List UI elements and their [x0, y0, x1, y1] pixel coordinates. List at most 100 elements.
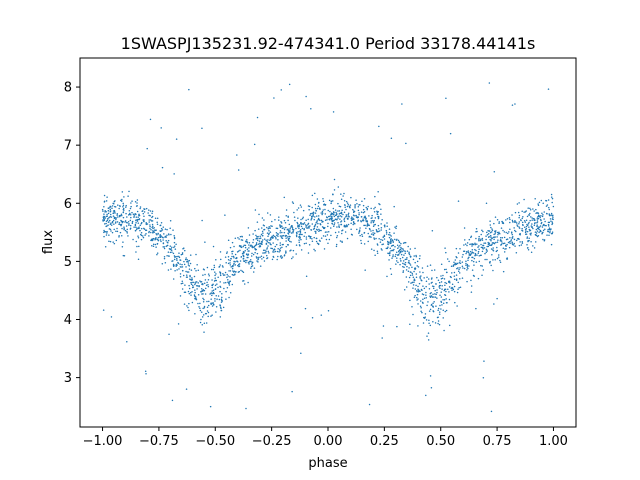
- data-point: [498, 254, 500, 256]
- data-point: [253, 143, 256, 146]
- data-point: [362, 219, 365, 222]
- data-point: [409, 262, 411, 265]
- data-point: [149, 118, 152, 121]
- data-point: [267, 233, 270, 236]
- data-point: [203, 289, 206, 292]
- data-point: [527, 207, 529, 209]
- data-point: [135, 251, 137, 253]
- x-tick-label: 0.00: [314, 434, 343, 449]
- data-point: [482, 230, 484, 233]
- data-point: [227, 262, 230, 265]
- data-point: [506, 218, 509, 220]
- data-point: [402, 242, 405, 244]
- data-point: [551, 223, 553, 226]
- data-point: [263, 219, 265, 221]
- data-point: [534, 233, 537, 236]
- data-point: [425, 280, 428, 282]
- data-point: [437, 279, 440, 282]
- data-point: [527, 249, 530, 251]
- scatter-points: [101, 82, 555, 413]
- chart-title: 1SWASPJ135231.92-474341.0 Period 33178.4…: [121, 34, 536, 53]
- data-point: [149, 227, 151, 230]
- data-point: [304, 224, 307, 226]
- data-point: [340, 198, 343, 201]
- data-point: [471, 249, 474, 251]
- data-point: [300, 206, 303, 208]
- data-point: [352, 218, 355, 220]
- data-point: [529, 209, 532, 211]
- data-point: [287, 239, 290, 241]
- data-point: [376, 252, 379, 254]
- data-point: [129, 213, 132, 216]
- data-point: [445, 268, 447, 271]
- data-point: [225, 261, 227, 264]
- data-point: [333, 178, 336, 181]
- data-point: [285, 209, 288, 211]
- data-point: [314, 192, 316, 195]
- data-point: [168, 247, 171, 250]
- data-point: [461, 277, 464, 279]
- data-point: [399, 248, 401, 251]
- data-point: [357, 205, 360, 208]
- data-point: [465, 252, 467, 255]
- data-point: [486, 250, 489, 252]
- data-point: [372, 234, 375, 236]
- data-point: [240, 255, 243, 258]
- data-point: [354, 204, 356, 206]
- data-point: [320, 237, 323, 239]
- data-point: [167, 269, 170, 271]
- data-point: [432, 310, 435, 313]
- data-point: [337, 210, 339, 212]
- data-point: [414, 261, 416, 264]
- data-point: [285, 214, 288, 217]
- data-point: [160, 240, 162, 243]
- data-point: [421, 267, 424, 269]
- data-point: [341, 240, 343, 243]
- data-point: [151, 215, 154, 218]
- data-point: [542, 202, 544, 204]
- data-point: [374, 217, 377, 219]
- data-point: [429, 296, 432, 298]
- data-point: [415, 284, 417, 287]
- data-point: [251, 246, 253, 248]
- data-point: [329, 215, 331, 218]
- data-point: [547, 228, 549, 231]
- data-point: [104, 217, 107, 219]
- data-point: [542, 229, 545, 232]
- data-point: [234, 264, 237, 266]
- data-point: [323, 248, 326, 250]
- data-point: [428, 319, 430, 321]
- data-point: [479, 239, 482, 242]
- x-tick-label: −0.50: [195, 434, 235, 449]
- data-point: [203, 322, 206, 324]
- data-point: [255, 238, 257, 240]
- data-point: [319, 219, 321, 222]
- data-point: [440, 300, 442, 303]
- data-point: [249, 245, 252, 247]
- data-point: [521, 217, 523, 220]
- data-point: [339, 240, 342, 242]
- data-point: [334, 231, 337, 234]
- data-point: [265, 250, 267, 252]
- data-point: [445, 290, 447, 293]
- data-point: [514, 245, 516, 247]
- data-point: [239, 249, 241, 252]
- data-point: [341, 232, 343, 235]
- data-point: [190, 283, 193, 285]
- data-point: [224, 256, 227, 258]
- data-point: [340, 216, 343, 218]
- data-point: [305, 236, 308, 238]
- data-point: [547, 225, 550, 227]
- data-point: [481, 265, 484, 267]
- data-point: [531, 219, 533, 221]
- data-point: [184, 284, 186, 286]
- data-point: [121, 191, 124, 193]
- data-point: [277, 247, 279, 250]
- data-point: [159, 236, 162, 239]
- data-point: [185, 257, 187, 259]
- data-point: [185, 270, 187, 273]
- data-point: [507, 232, 509, 235]
- data-point: [352, 217, 354, 219]
- data-point: [429, 324, 432, 327]
- data-point: [241, 235, 243, 238]
